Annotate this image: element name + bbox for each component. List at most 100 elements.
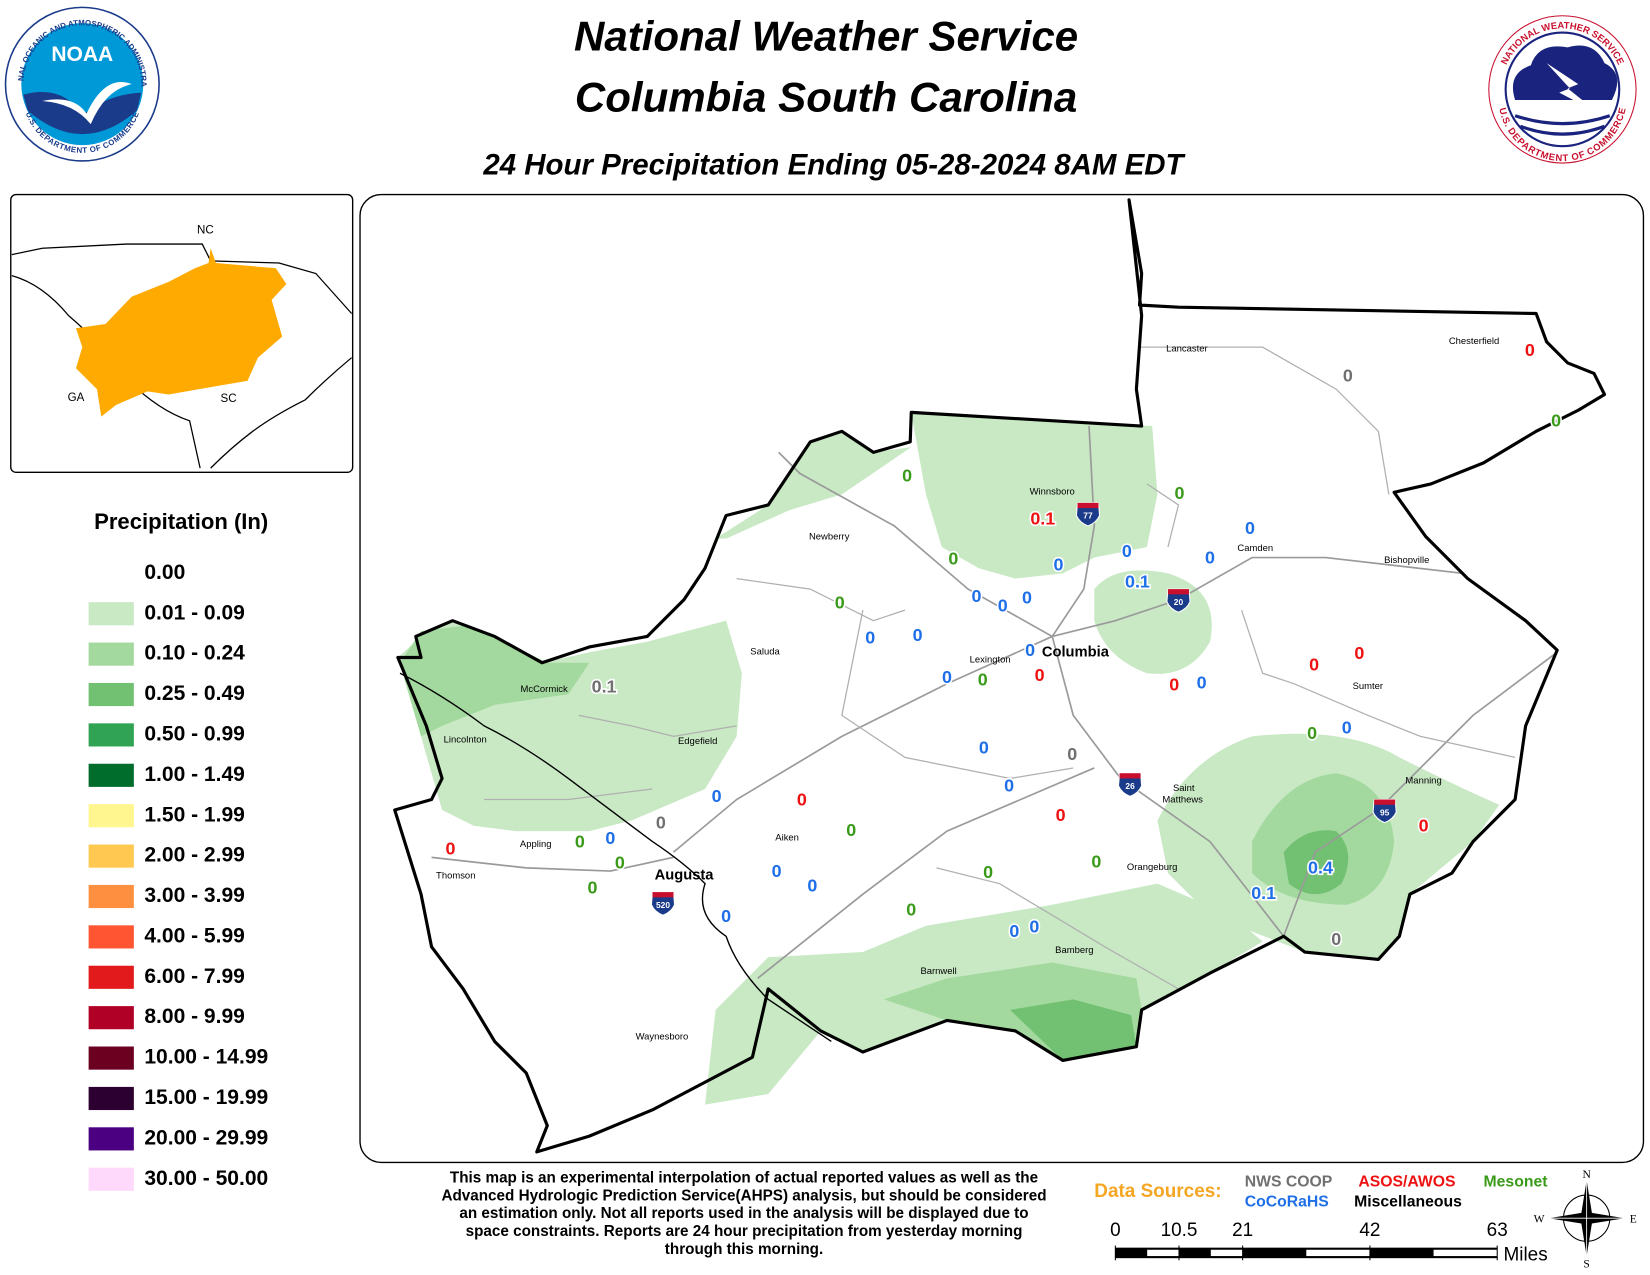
scale-bar-segment [1306,1249,1370,1257]
station-value: 0 [1197,673,1207,693]
interstate-shield [1117,772,1143,797]
data-source: Miscellaneous [1354,1194,1462,1211]
scale-unit: Miles [1504,1244,1548,1265]
legend-swatch [88,884,134,909]
station-value: 0 [1525,340,1535,360]
cwa-boundary [393,198,1607,1154]
legend-swatch [88,1046,134,1070]
city-label: Lincolnton [444,735,487,746]
interstate-shield [1372,798,1397,824]
station-value: 0.1 [1125,572,1150,592]
legend-swatch [88,723,134,747]
station-value: 0 [1354,643,1364,663]
legend-label: 0.01 - 0.09 [144,601,244,624]
station-value: 0 [1056,805,1066,825]
legend-swatch [88,1127,134,1151]
station-value: 0 [835,593,845,613]
city-label: Lexington [970,655,1011,666]
legend-label: 0.00 [144,561,185,584]
legend-label: 0.50 - 0.99 [144,722,244,745]
legend-swatch [88,1006,134,1030]
station-value: 0.1 [1030,508,1055,528]
legend-label: 10.00 - 14.99 [144,1046,268,1069]
legend-swatch [88,804,134,828]
station-value: 0 [656,812,666,832]
station-value: 0 [1169,675,1179,695]
scale-bar-segment [1147,1249,1179,1257]
city-label: Lancaster [1166,343,1208,354]
interstate-shield [1075,502,1101,527]
interstate-shield-top [1119,773,1141,779]
station-value: 0 [978,669,988,689]
legend-label: 8.00 - 9.99 [144,1005,244,1028]
scale-bar-segment [1433,1249,1498,1257]
inset-label: GA [68,392,85,404]
station-value: 0.1 [1251,883,1276,903]
scale-label: 21 [1232,1220,1253,1241]
legend-swatch [88,682,134,707]
scale-bar-segment [1210,1249,1243,1257]
station-value: 0 [1009,921,1019,941]
scale-label: 63 [1487,1220,1508,1241]
legend-label: 0.25 - 0.49 [144,682,244,705]
city-label: Manning [1405,776,1441,787]
legend-swatch [88,1167,134,1191]
station-value: 0 [605,828,615,848]
disclaimer-line: This map is an experimental interpolatio… [450,1169,1038,1186]
data-source: Mesonet [1484,1174,1549,1191]
station-value: 0 [948,548,958,568]
station-value: 0 [1551,411,1561,431]
data-sources-label: Data Sources: [1094,1181,1221,1202]
station-value: 0 [772,861,782,881]
station-value: 0.1 [592,677,617,697]
scale-label: 42 [1359,1220,1380,1241]
legend-swatch [88,1086,134,1111]
disclaimer-line: space constraints. Reports are 24 hour p… [466,1223,1023,1240]
interstate-number: 26 [1125,781,1135,791]
city-label: Augusta [655,867,715,883]
station-value: 0 [1025,640,1035,660]
footer: This map is an experimental interpolatio… [441,1169,1548,1265]
compass-label: W [1534,1212,1545,1225]
scale-label: 0 [1110,1220,1121,1241]
legend-title: Precipitation (In) [94,509,268,534]
station-value: 0 [846,820,856,840]
data-source: ASOS/AWOS [1358,1174,1455,1191]
station-value: 0 [942,667,952,687]
station-value: 0.4 [1308,858,1333,878]
legend-label: 2.00 - 2.99 [144,844,244,867]
city-label: Bamberg [1055,945,1093,956]
city-label: Chesterfield [1449,336,1499,347]
station-value: 0 [575,831,585,851]
city-label: Newberry [809,532,850,543]
city-label: McCormick [520,684,568,695]
station-value: 0 [972,586,982,606]
precip-areas [397,413,1500,1105]
city-label: Camden [1237,543,1273,554]
station-value: 0 [446,839,456,859]
city-label: Aiken [775,833,799,844]
station-value: 0 [913,625,923,645]
legend-label: 15.00 - 19.99 [144,1086,268,1109]
compass: N E S W [1534,1168,1637,1270]
title: Columbia South Carolina [575,74,1077,121]
legend-label: 30.00 - 50.00 [144,1167,268,1190]
legend-swatch [88,844,134,868]
legend-swatch [88,965,134,989]
city-label: Winnsboro [1030,486,1075,497]
station-value: 0 [1419,816,1429,836]
station-value: 0 [1122,541,1132,561]
city-label: Matthews [1162,795,1203,806]
interstate-shield-top [1167,589,1189,595]
station-value: 0 [1331,929,1341,949]
city-label: Bishopville [1384,555,1429,566]
station-value: 0 [998,596,1008,616]
station-value: 0 [1004,776,1014,796]
data-source: NWS COOP [1245,1174,1333,1191]
station-value: 0 [1342,718,1352,738]
station-value: 0 [797,789,807,809]
station-value: 0 [712,786,722,806]
legend-label: 20.00 - 29.99 [144,1126,268,1149]
station-value: 0 [1343,365,1353,385]
city-label: Orangeburg [1127,862,1177,873]
